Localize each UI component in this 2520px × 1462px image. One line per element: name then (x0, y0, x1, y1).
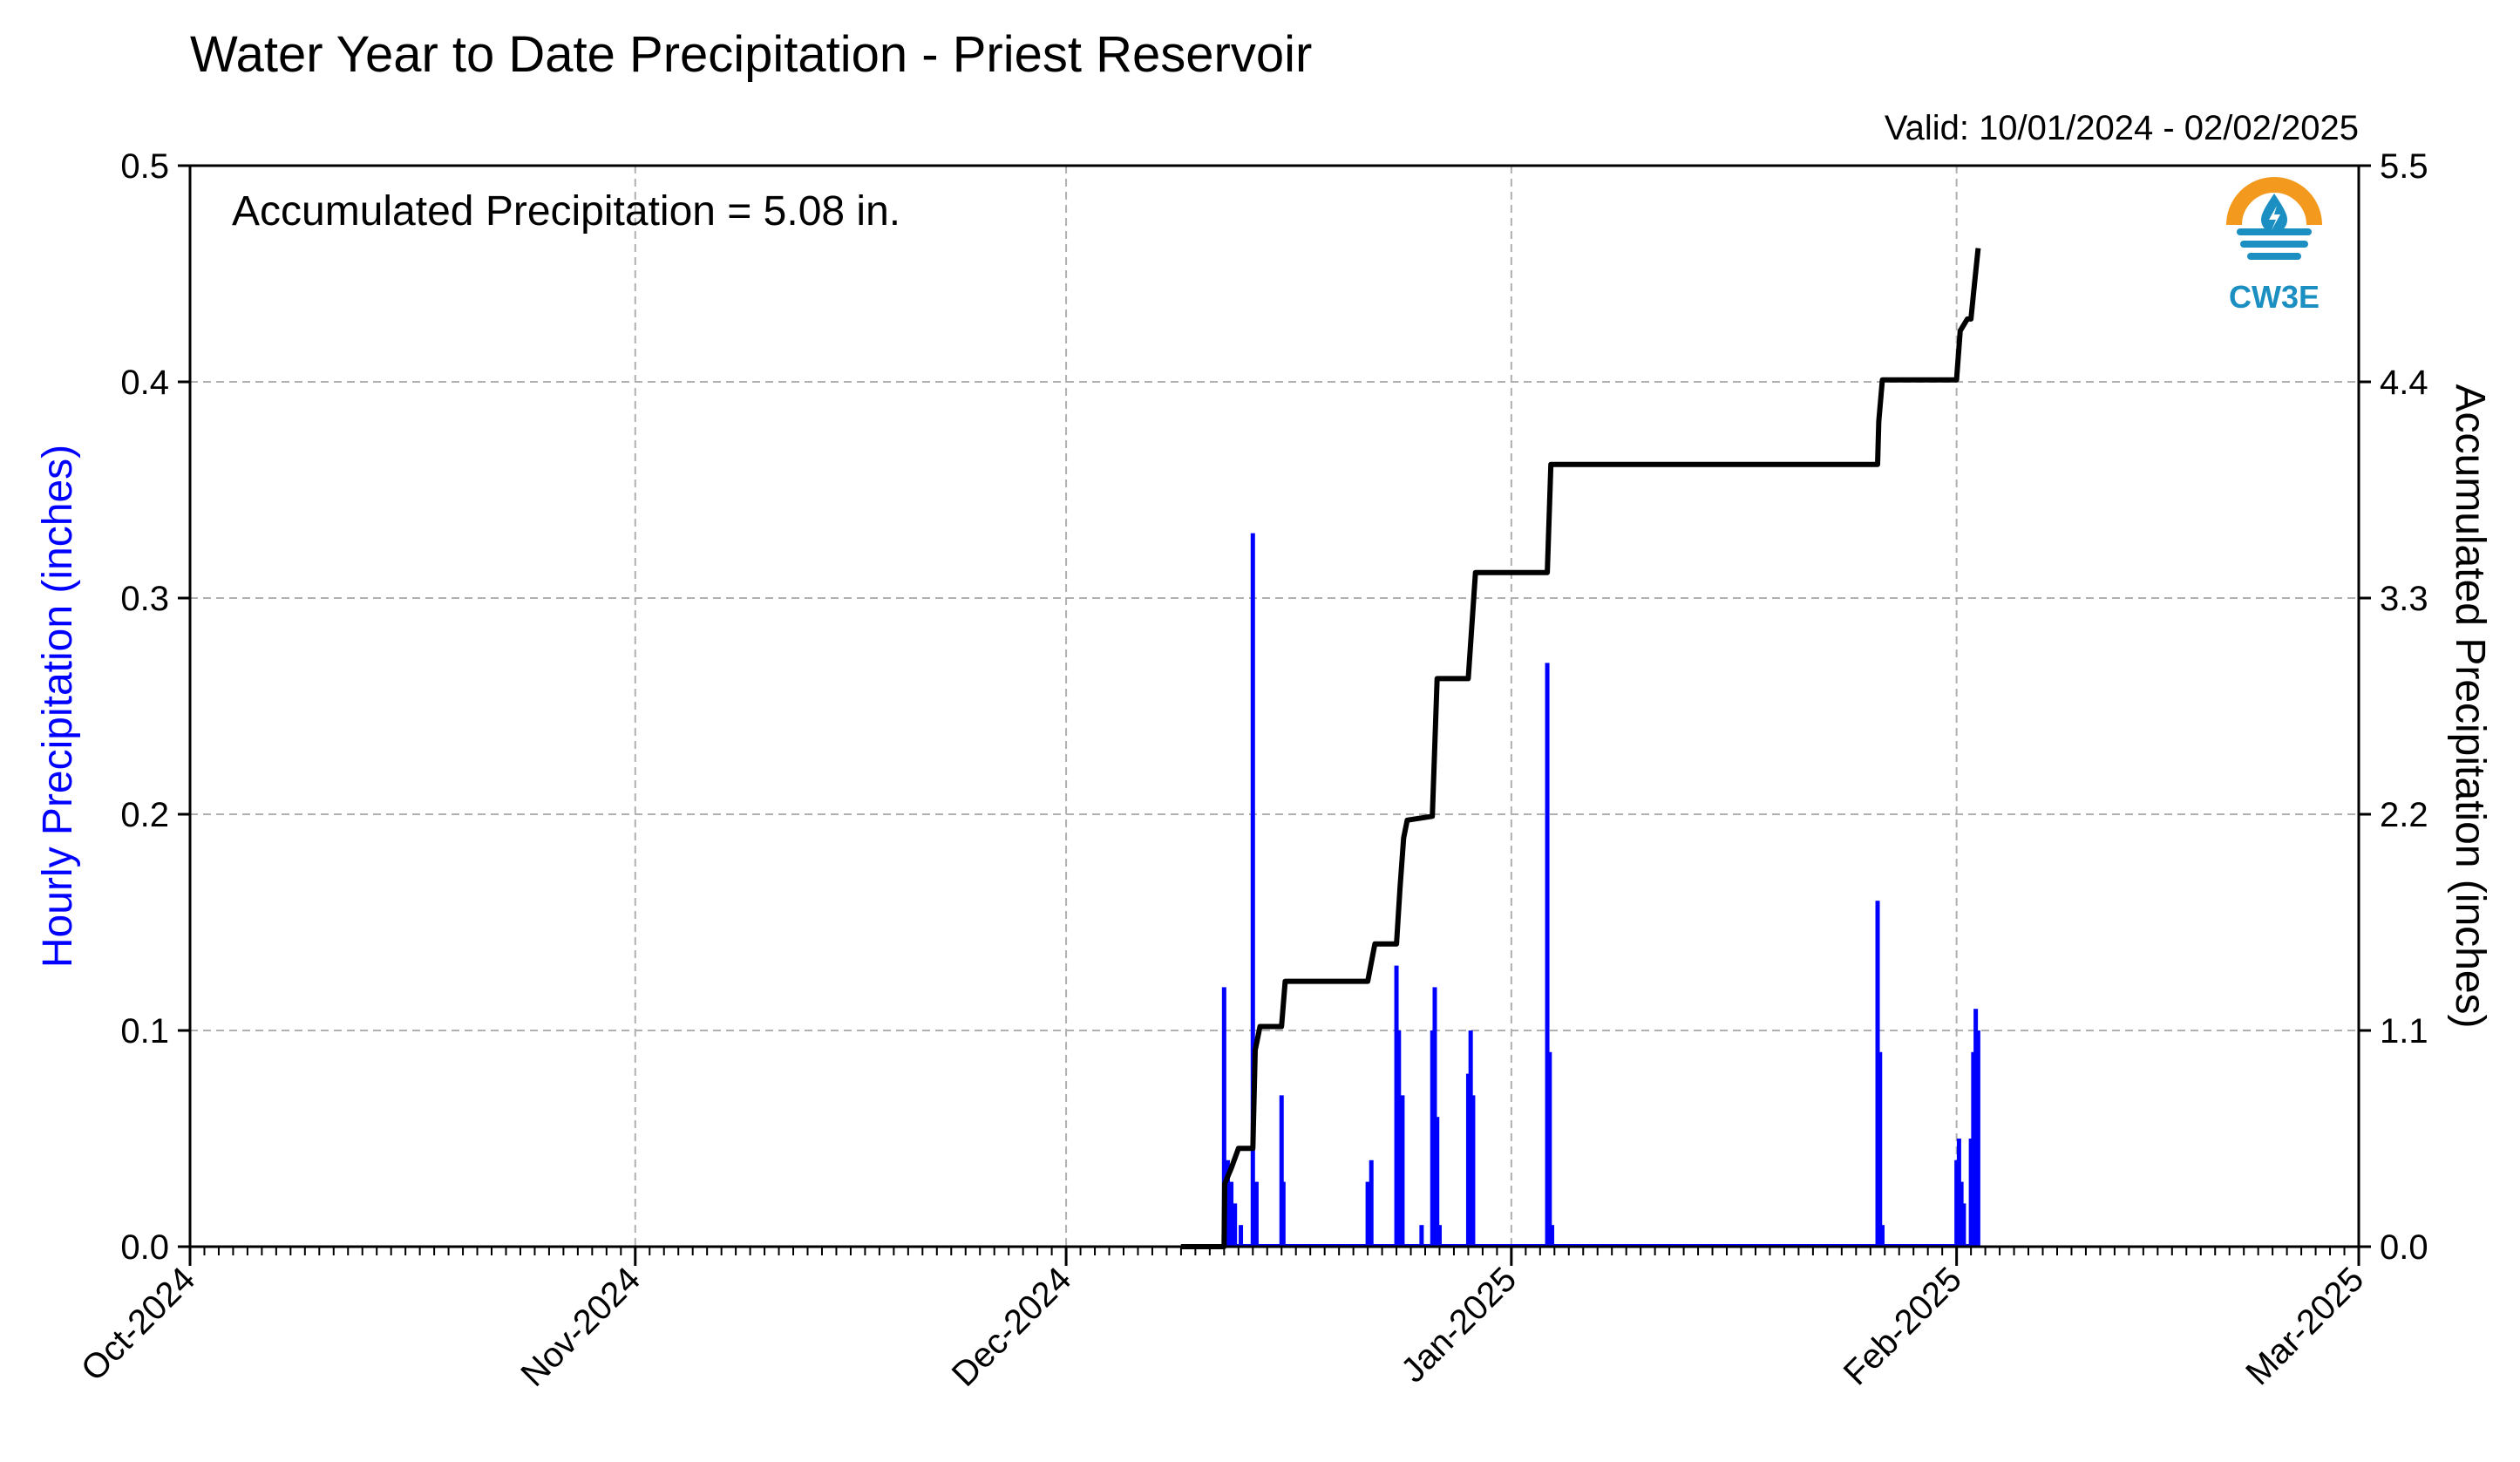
y-tick-label-left: 0.2 (120, 796, 169, 834)
hourly-bar (1233, 1203, 1238, 1247)
x-tick-label: Mar-2025 (2238, 1260, 2371, 1392)
y-tick-label-right: 4.4 (2380, 364, 2428, 402)
y-tick-label-right: 2.2 (2380, 796, 2428, 834)
hourly-bar (1471, 1095, 1476, 1247)
hourly-bar (1365, 1181, 1370, 1247)
valid-date-range: Valid: 10/01/2024 - 02/02/2025 (1885, 109, 2359, 147)
hourly-bar (1878, 1051, 1883, 1247)
hourly-bar (1225, 1159, 1230, 1247)
hourly-bar (1959, 1181, 1964, 1247)
hourly-bar (1250, 533, 1255, 1247)
hourly-bar (1961, 1203, 1966, 1247)
hourly-bar (1279, 1095, 1284, 1247)
hourly-bar (1875, 901, 1880, 1247)
hourly-bar (1394, 965, 1399, 1247)
hourly-bar (1973, 1009, 1979, 1247)
y-tick-label-right: 3.3 (2380, 580, 2428, 618)
hourly-bar (1432, 987, 1437, 1247)
cw3e-logo: CW3E (2225, 177, 2323, 315)
hourly-bar (1547, 1051, 1552, 1247)
y-tick-label-left: 0.0 (120, 1228, 169, 1267)
logo-text: CW3E (2229, 279, 2320, 315)
logo-bolt-icon (2269, 206, 2280, 230)
hourly-bar (1968, 1139, 1973, 1247)
hourly-bar (1545, 663, 1550, 1247)
hourly-bars (1180, 533, 1980, 1247)
hourly-bar (1437, 1225, 1442, 1247)
x-tick-label: Dec-2024 (945, 1260, 1079, 1394)
hourly-bar (1221, 987, 1226, 1247)
hourly-bar (1465, 1073, 1471, 1247)
hourly-bar (1229, 1181, 1234, 1247)
x-tick-label: Jan-2025 (1394, 1260, 1524, 1390)
plot-frame (188, 164, 2360, 1248)
y-tick-label-left: 0.3 (120, 580, 169, 618)
hourly-bar (1400, 1095, 1405, 1247)
x-tick-label: Nov-2024 (513, 1260, 648, 1394)
hourly-bar (1468, 1030, 1473, 1247)
x-tick-label: Feb-2025 (1837, 1260, 1969, 1392)
y-axis-left-label: Hourly Precipitation (inches) (35, 445, 81, 968)
hourly-bar (1280, 1181, 1286, 1247)
y-tick-label-left: 0.4 (120, 364, 169, 402)
y-tick-label-left: 0.1 (120, 1012, 169, 1051)
y-tick-label-right: 1.1 (2380, 1012, 2428, 1051)
hourly-bar (1954, 1159, 1960, 1247)
grid-lines (190, 166, 2359, 1247)
hourly-bar (1550, 1225, 1555, 1247)
accumulated-total-annotation: Accumulated Precipitation = 5.08 in. (232, 188, 900, 235)
hourly-bar (1369, 1159, 1374, 1247)
hourly-bar (1880, 1225, 1885, 1247)
hourly-bar (1435, 1117, 1440, 1247)
hourly-bar (1396, 1030, 1402, 1247)
hourly-bar (1239, 1225, 1244, 1247)
logo-wave-3 (2247, 253, 2301, 260)
x-tick-label: Oct-2024 (74, 1260, 202, 1388)
logo-wave-2 (2240, 241, 2308, 248)
hourly-bar (1956, 1139, 1961, 1247)
accumulated-line-group (1180, 248, 1981, 1249)
hourly-bar (1975, 1030, 1980, 1247)
y-axis-right-label: Accumulated Precipitation (inches) (2447, 384, 2493, 1028)
y-tick-label-right: 0.0 (2380, 1228, 2428, 1267)
y-tick-label-right: 5.5 (2380, 147, 2428, 186)
accumulated-line (1180, 248, 1981, 1249)
chart-title: Water Year to Date Precipitation - Pries… (190, 26, 1312, 83)
y-tick-label-left: 0.5 (120, 147, 169, 186)
hourly-bar (1971, 1051, 1976, 1247)
hourly-bar (1419, 1225, 1424, 1247)
hourly-bar (1430, 1030, 1435, 1247)
hourly-bar (1253, 1181, 1259, 1247)
